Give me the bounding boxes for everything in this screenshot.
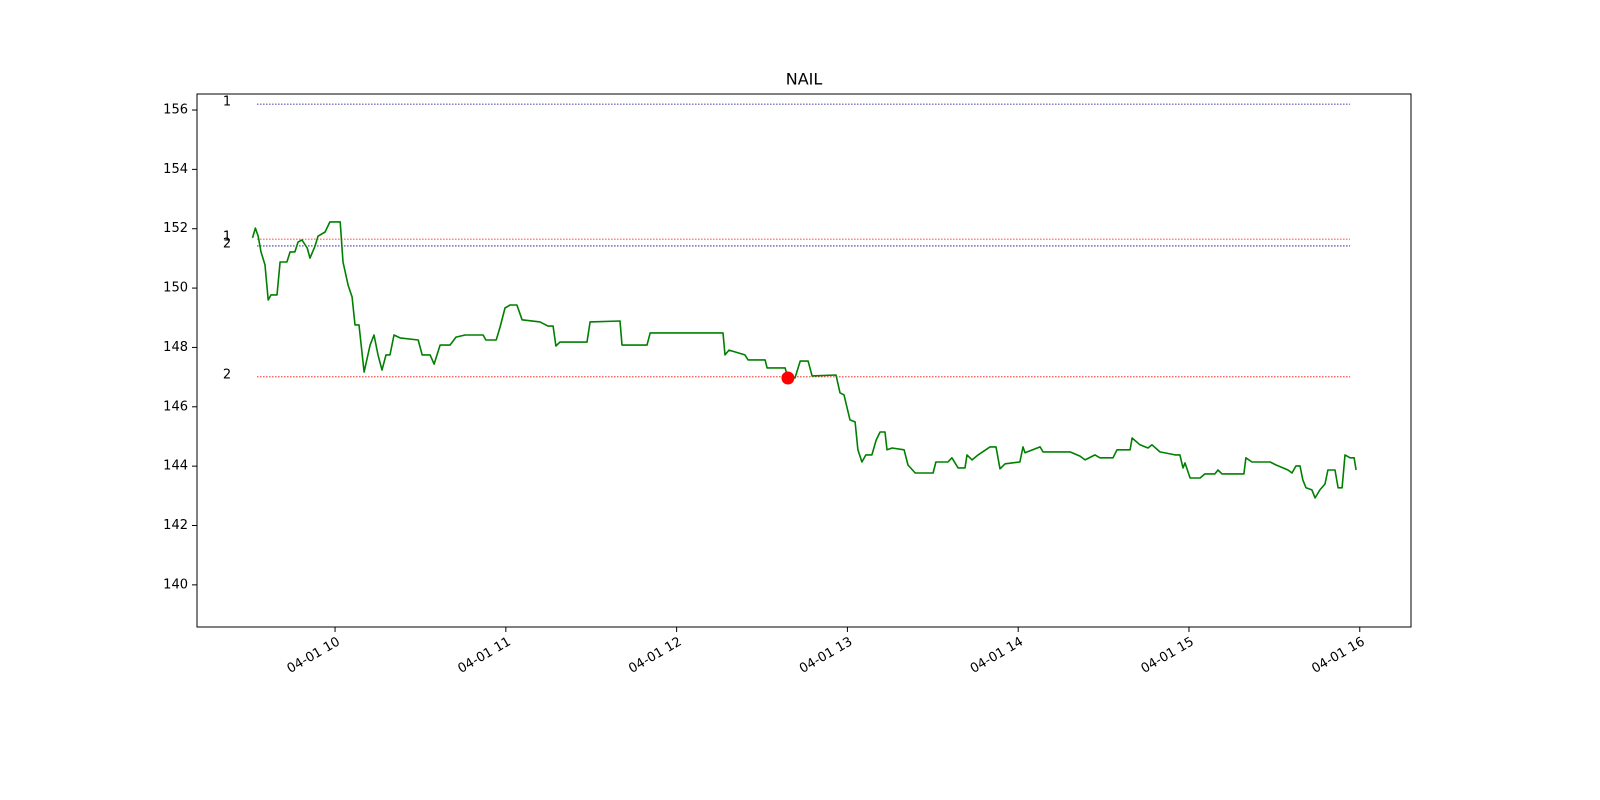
plot-frame (196, 93, 1412, 628)
y-tick-label: 156 (163, 103, 188, 118)
x-tick-label: 04-01 10 (285, 635, 343, 677)
y-tick-label: 140 (163, 577, 188, 592)
y-tick-label: 154 (163, 162, 188, 177)
x-tick-label: 04-01 16 (1309, 635, 1367, 677)
x-tick-label: 04-01 13 (797, 635, 855, 677)
y-tick-label: 142 (163, 518, 188, 533)
signal-marker (781, 371, 795, 385)
x-tick-label: 04-01 11 (455, 635, 513, 677)
y-tick-label: 148 (163, 340, 188, 355)
y-tick-label: 152 (163, 221, 188, 236)
x-tick-label: 04-01 12 (626, 635, 684, 677)
level-label: 2 (223, 367, 231, 382)
x-tick-label: 04-01 15 (1139, 635, 1197, 677)
y-tick-label: 146 (163, 399, 188, 414)
y-tick-label: 144 (163, 459, 188, 474)
y-tick-label: 150 (163, 281, 188, 296)
price-line (251, 221, 1357, 499)
x-tick-label: 04-01 14 (968, 635, 1026, 677)
level-label: 2 (223, 236, 231, 251)
chart-title: NAIL (786, 70, 823, 89)
level-label: 1 (223, 230, 231, 245)
level-label: 1 (223, 95, 231, 110)
